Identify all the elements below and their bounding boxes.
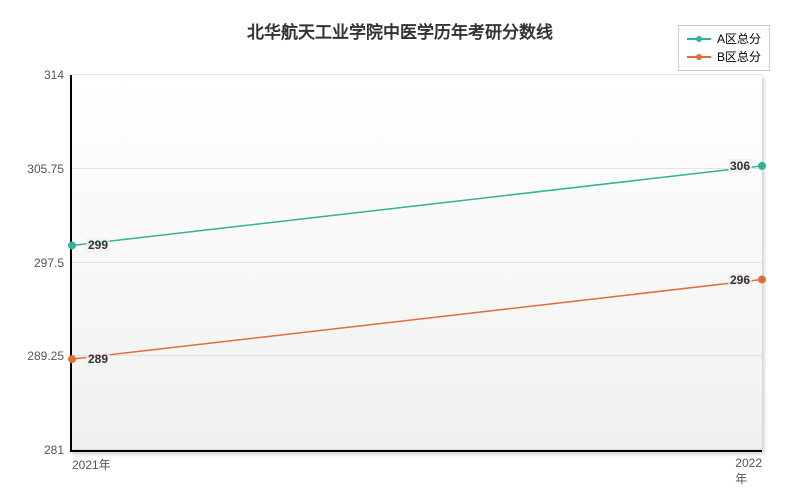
legend-swatch-b	[687, 56, 711, 58]
chart-container: 北华航天工业学院中医学历年考研分数线 A区总分 B区总分 281 289.25 …	[0, 0, 800, 500]
y-tick-label: 289.25	[27, 349, 72, 363]
legend-label-a: A区总分	[717, 30, 761, 48]
x-tick-label: 2022年	[735, 450, 762, 487]
legend-dot-b	[696, 54, 702, 60]
legend: A区总分 B区总分	[678, 25, 770, 71]
legend-label-b: B区总分	[717, 48, 761, 66]
y-tick-label: 297.5	[34, 256, 72, 270]
legend-item-a: A区总分	[687, 30, 761, 48]
data-point-label: 296	[728, 273, 752, 287]
legend-dot-a	[696, 36, 702, 42]
data-point-label: 306	[728, 159, 752, 173]
plot-area: 281 289.25 297.5 305.75 314 2021年 2022年 …	[70, 75, 762, 452]
x-tick-label: 2021年	[72, 450, 111, 473]
y-tick-label: 281	[44, 443, 72, 457]
chart-lines	[72, 75, 762, 450]
data-point-label: 299	[86, 238, 110, 252]
legend-item-b: B区总分	[687, 48, 761, 66]
y-tick-label: 305.75	[27, 162, 72, 176]
data-point-label: 289	[86, 352, 110, 366]
legend-swatch-a	[687, 38, 711, 40]
y-tick-label: 314	[44, 68, 72, 82]
